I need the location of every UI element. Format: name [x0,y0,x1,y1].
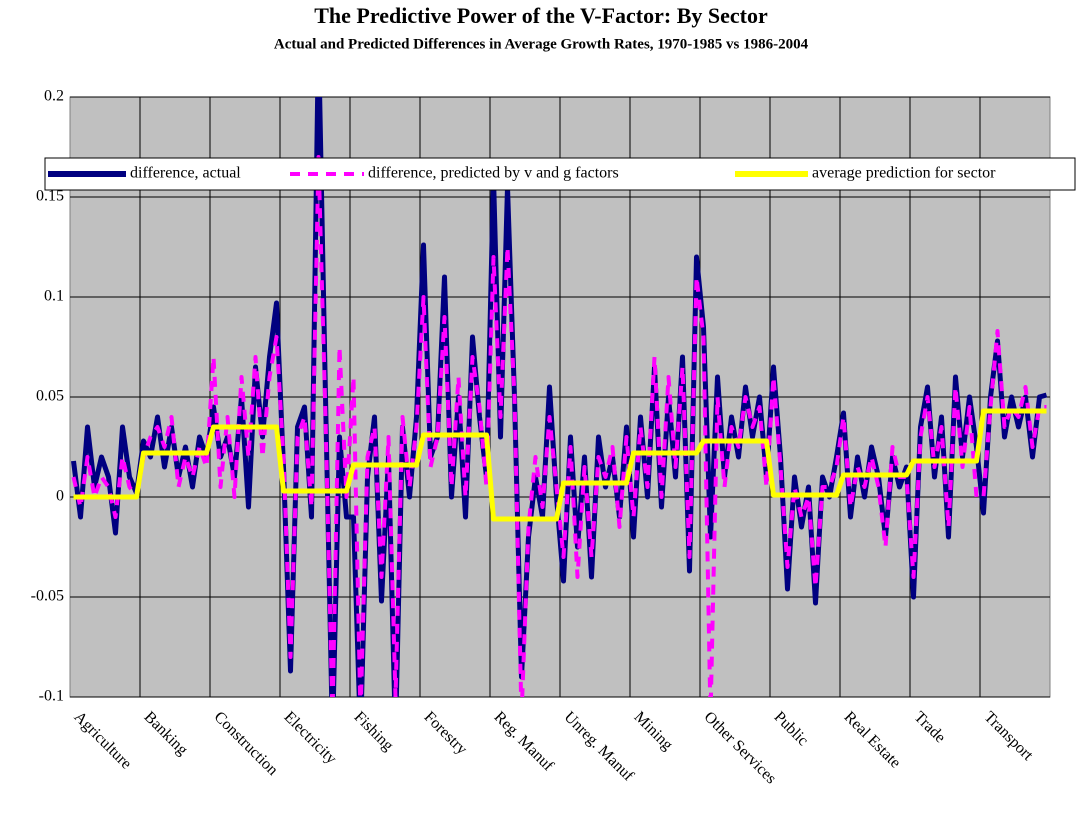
y-tick-label: 0.2 [44,88,64,105]
x-tick-label: Real Estate [841,708,904,771]
y-tick-label: -0.05 [31,588,64,605]
x-tick-label: Other Services [701,708,780,787]
x-tick-label: Banking [141,708,191,758]
y-tick-label: 0.05 [36,388,64,405]
series-line [71,155,1047,697]
chart-title: The Predictive Power of the V-Factor: By… [314,3,768,28]
series-group [71,97,1048,697]
y-tick-label: 0.15 [36,188,64,205]
x-tick-label: Trade [911,708,949,746]
x-tick-label: Agriculture [71,708,135,772]
legend-label: difference, actual [130,165,241,182]
legend-box [44,157,1076,191]
x-tick-label: Fishing [351,708,397,754]
legend-label: difference, predicted by v and g factors [368,165,619,182]
y-tick-label: 0.1 [44,288,64,305]
series-line [73,408,1047,522]
y-tick-label: -0.1 [39,688,64,705]
x-tick-label: Electricity [281,708,340,767]
x-tick-label: Construction [211,708,281,778]
legend-label: average prediction for sector [812,165,996,182]
x-tick-label: Transport [981,708,1037,764]
x-tick-label: Mining [631,708,676,753]
x-tick-label: Forestry [421,708,471,758]
x-tick-label: Reg. Manuf [491,708,558,775]
x-tick-label: Public [771,708,812,749]
chart-subtitle: Actual and Predicted Differences in Aver… [274,36,809,52]
y-tick-label: 0 [56,488,64,505]
x-tick-label: Unreg. Manuf [561,708,638,785]
